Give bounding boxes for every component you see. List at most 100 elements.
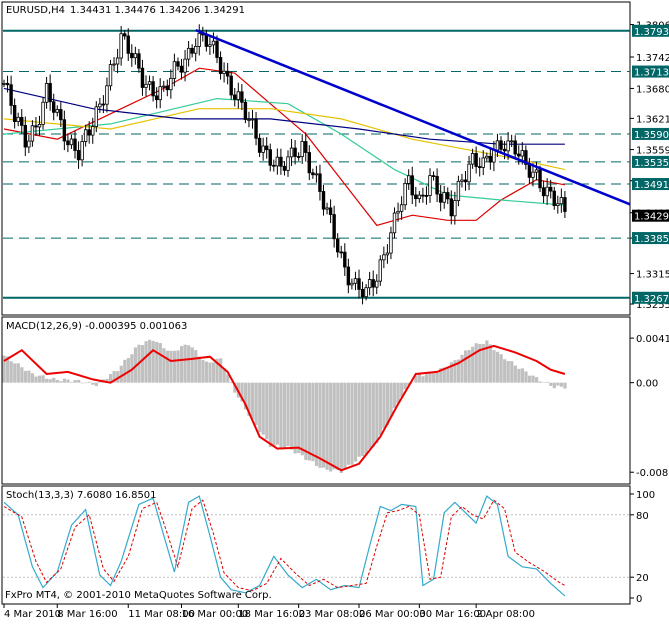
- moving-average-line: [3, 67, 566, 227]
- candle-body: [541, 187, 546, 197]
- macd-bar: [66, 379, 70, 383]
- candle-body: [243, 101, 248, 120]
- candle-body: [275, 156, 280, 167]
- candle-body: [517, 153, 521, 157]
- macd-bar: [222, 368, 226, 383]
- macd-bar: [428, 371, 432, 383]
- macd-bar: [240, 382, 244, 402]
- macd-bar: [112, 371, 116, 383]
- price-pane-frame: [1, 1, 631, 316]
- macd-bar: [453, 360, 457, 383]
- candle-body: [421, 194, 425, 197]
- ohlc-readout: 1.34431 1.34476 1.34206 1.34291: [70, 5, 245, 16]
- candle-body: [44, 83, 49, 103]
- macd-bar: [488, 344, 493, 383]
- candle-body: [144, 83, 148, 88]
- candle-body: [357, 278, 361, 290]
- candle-body: [549, 186, 553, 192]
- macd-bar: [2, 355, 6, 383]
- macd-bar: [55, 379, 59, 383]
- candle-body: [321, 191, 326, 210]
- macd-bar: [456, 359, 461, 383]
- macd-bar: [414, 375, 418, 383]
- price-tick-label: 1.35595: [636, 146, 669, 157]
- copyright-text: FxPro MT4, © 2001-2010 MetaQuotes Softwa…: [5, 590, 272, 601]
- macd-bar: [6, 356, 10, 383]
- candle-body: [396, 210, 400, 214]
- candle-body: [282, 165, 287, 171]
- candle-body: [225, 70, 230, 77]
- candle-body: [410, 175, 414, 196]
- candle-body: [456, 180, 461, 201]
- macd-signal-path: [3, 344, 566, 472]
- candle-body: [30, 125, 35, 142]
- macd-bar: [105, 378, 109, 383]
- stoch-signal-line: [3, 499, 566, 592]
- candle-body: [460, 179, 464, 182]
- candle-body: [559, 197, 564, 205]
- candle-body: [140, 67, 145, 88]
- macd-bar: [556, 382, 560, 386]
- candle-body: [52, 101, 56, 113]
- level-label: 1.35903: [634, 130, 669, 141]
- macd-bar: [485, 340, 489, 383]
- trendline[interactable]: [195, 28, 631, 206]
- candle-body: [59, 109, 63, 121]
- candle-body: [364, 287, 368, 298]
- macd-bar: [282, 382, 287, 449]
- level-label: 1.35352: [634, 158, 669, 169]
- candle-body: [392, 212, 397, 234]
- macd-bar: [126, 358, 130, 383]
- candle-body: [485, 155, 489, 159]
- symbol-header: EURUSD,H4: [6, 5, 65, 16]
- candle-body: [311, 172, 315, 176]
- stoch-tick-label: 20: [636, 573, 649, 584]
- candle-body: [524, 150, 528, 165]
- candle-body: [73, 138, 77, 151]
- macd-bar: [187, 345, 191, 383]
- macd-pane-frame: [1, 316, 631, 485]
- price-tick-label: 1.36800: [636, 84, 669, 95]
- macd-bar: [290, 382, 294, 450]
- moving-average-lines: [3, 67, 566, 227]
- stoch-tick-label: 80: [636, 511, 649, 522]
- candle-body: [193, 46, 198, 54]
- candle-body: [158, 86, 162, 101]
- candle-body: [417, 194, 422, 200]
- macd-bar: [417, 374, 422, 383]
- candle-body: [293, 147, 297, 157]
- macd-bar: [116, 371, 120, 383]
- candle-body: [360, 288, 365, 298]
- level-label-box: [632, 24, 669, 37]
- price-tick-label: 1.37420: [636, 53, 669, 64]
- candle-body: [9, 84, 13, 106]
- candle-body: [300, 141, 304, 158]
- macd-bar: [375, 382, 379, 444]
- stoch-lines: [3, 495, 566, 597]
- macd-bar: [353, 382, 358, 462]
- candle-body: [502, 148, 507, 152]
- candle-body: [513, 140, 517, 155]
- macd-bar: [62, 378, 67, 383]
- price-level-lines: [3, 29, 630, 299]
- macd-bar: [215, 358, 219, 383]
- candle-body: [16, 116, 20, 122]
- macd-bar: [474, 343, 478, 383]
- candle-body: [37, 124, 42, 128]
- macd-bar: [169, 350, 173, 383]
- price-tick-label: 1.32550: [636, 300, 669, 311]
- stoch-main-line: [3, 495, 566, 597]
- stoch-title: Stoch(13,3,3) 7.6080 16.8501: [6, 490, 157, 501]
- macd-bar: [151, 340, 155, 383]
- candle-body: [5, 82, 10, 86]
- candle-body: [328, 207, 333, 215]
- macd-bar: [119, 365, 123, 383]
- candle-body: [55, 109, 59, 113]
- macd-tick-label: -0.00828: [636, 468, 669, 479]
- candle-body: [382, 254, 386, 261]
- candle-body: [240, 91, 244, 103]
- macd-bar: [300, 382, 304, 456]
- macd-bar: [368, 382, 372, 449]
